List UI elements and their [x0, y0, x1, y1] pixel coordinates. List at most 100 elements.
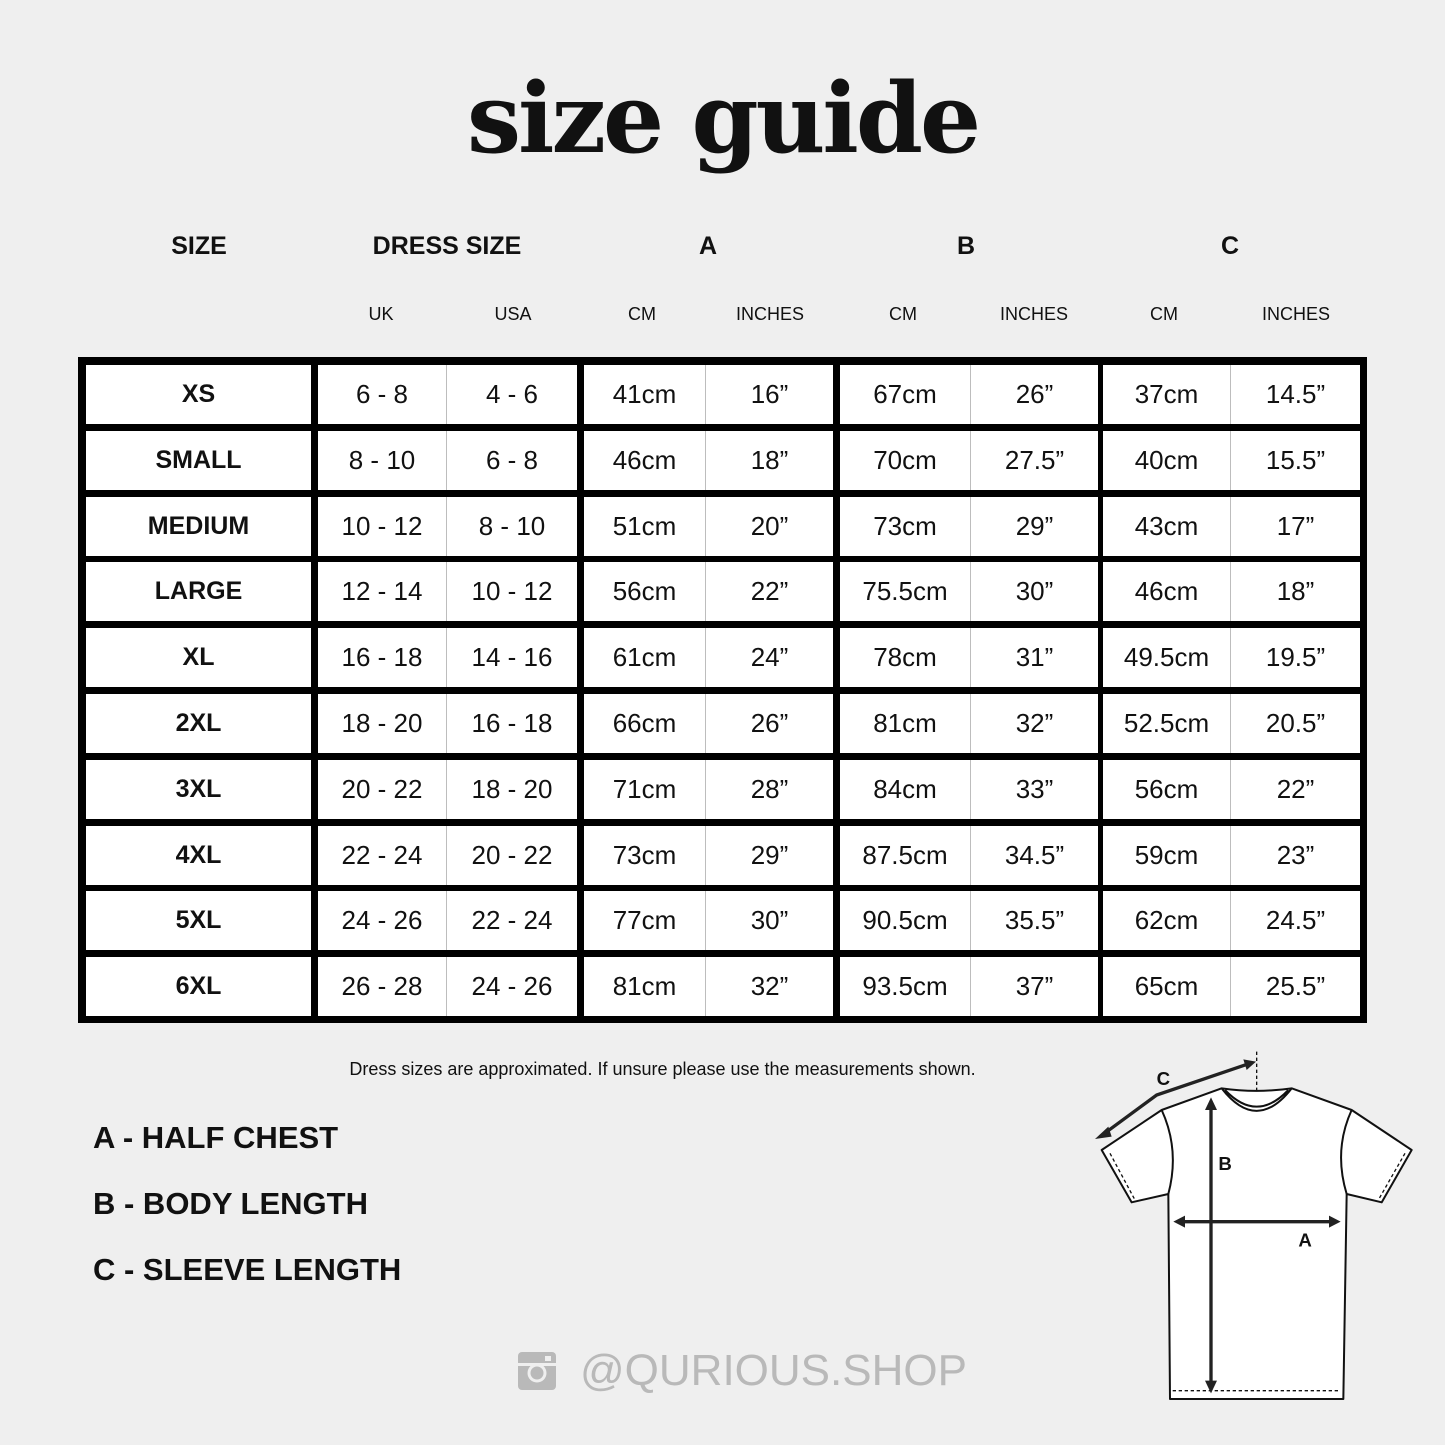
subheader-b-cm: CM	[889, 304, 917, 324]
cell-c-inches: 15.5”	[1230, 430, 1360, 490]
cell-a-inches: 20”	[705, 496, 833, 556]
cell-a-cm: 73cm	[584, 825, 705, 885]
cell-size: 5XL	[86, 891, 311, 951]
cell-uk: 12 - 14	[318, 562, 446, 622]
cell-usa: 4 - 6	[446, 365, 577, 424]
cell-b-cm: 90.5cm	[840, 891, 970, 951]
subheader-uk: UK	[368, 304, 394, 324]
cell-b-inches: 26”	[970, 365, 1098, 424]
subheader-c-inches: INCHES	[1261, 304, 1331, 324]
cell-size: 3XL	[86, 759, 311, 819]
cell-b-cm: 81cm	[840, 694, 970, 753]
header-a: A	[698, 232, 718, 260]
legend-c: C - SLEEVE LENGTH	[93, 1252, 402, 1287]
cell-size: XS	[86, 365, 311, 424]
cell-uk: 18 - 20	[318, 694, 446, 753]
diagram-label-c: C	[1157, 1068, 1170, 1089]
cell-b-cm: 84cm	[840, 759, 970, 819]
cell-a-inches: 24”	[705, 628, 833, 688]
cell-c-cm: 37cm	[1103, 365, 1230, 424]
cell-size: 2XL	[86, 694, 311, 753]
cell-usa: 8 - 10	[446, 496, 577, 556]
cell-a-cm: 66cm	[584, 694, 705, 753]
cell-b-cm: 70cm	[840, 430, 970, 490]
cell-c-inches: 25.5”	[1230, 957, 1360, 1017]
cell-c-cm: 46cm	[1103, 562, 1230, 622]
cell-b-inches: 37”	[970, 957, 1098, 1017]
cell-uk: 8 - 10	[318, 430, 446, 490]
cell-c-cm: 40cm	[1103, 430, 1230, 490]
cell-a-cm: 56cm	[584, 562, 705, 622]
cell-uk: 24 - 26	[318, 891, 446, 951]
header-dress-size: DRESS SIZE	[372, 232, 522, 260]
cell-size: LARGE	[86, 562, 311, 622]
cell-c-inches: 19.5”	[1230, 628, 1360, 688]
cell-a-inches: 16”	[705, 365, 833, 424]
cell-b-inches: 35.5”	[970, 891, 1098, 951]
cell-c-inches: 18”	[1230, 562, 1360, 622]
tshirt-diagram: C B A	[1095, 1051, 1413, 1400]
legend-a: A - HALF CHEST	[93, 1120, 339, 1155]
cell-a-inches: 29”	[705, 825, 833, 885]
cell-a-cm: 71cm	[584, 759, 705, 819]
diagram-label-b: B	[1218, 1153, 1231, 1174]
cell-c-inches: 20.5”	[1230, 694, 1360, 753]
cell-b-inches: 29”	[970, 496, 1098, 556]
cell-uk: 16 - 18	[318, 628, 446, 688]
cell-a-inches: 22”	[705, 562, 833, 622]
cell-a-inches: 26”	[705, 694, 833, 753]
cell-c-inches: 24.5”	[1230, 891, 1360, 951]
cell-b-cm: 93.5cm	[840, 957, 970, 1017]
cell-a-cm: 61cm	[584, 628, 705, 688]
cell-usa: 6 - 8	[446, 430, 577, 490]
subheader-c-cm: CM	[1150, 304, 1178, 324]
header-b: B	[956, 232, 976, 260]
header-size: SIZE	[171, 232, 227, 260]
cell-a-inches: 18”	[705, 430, 833, 490]
cell-usa: 14 - 16	[446, 628, 577, 688]
subheader-a-inches: INCHES	[735, 304, 805, 324]
cell-b-cm: 75.5cm	[840, 562, 970, 622]
cell-usa: 18 - 20	[446, 759, 577, 819]
cell-b-cm: 73cm	[840, 496, 970, 556]
cell-c-inches: 23”	[1230, 825, 1360, 885]
cell-c-cm: 62cm	[1103, 891, 1230, 951]
subheader-a-cm: CM	[628, 304, 656, 324]
cell-usa: 22 - 24	[446, 891, 577, 951]
cell-b-inches: 31”	[970, 628, 1098, 688]
social-handle-link[interactable]: @QURIOUS.SHOP	[518, 1346, 967, 1396]
cell-c-inches: 17”	[1230, 496, 1360, 556]
cell-b-inches: 30”	[970, 562, 1098, 622]
cell-a-cm: 41cm	[584, 365, 705, 424]
cell-c-inches: 22”	[1230, 759, 1360, 819]
cell-c-cm: 65cm	[1103, 957, 1230, 1017]
cell-b-cm: 78cm	[840, 628, 970, 688]
cell-a-cm: 51cm	[584, 496, 705, 556]
cell-uk: 22 - 24	[318, 825, 446, 885]
cell-usa: 24 - 26	[446, 957, 577, 1017]
cell-uk: 20 - 22	[318, 759, 446, 819]
arrow-c	[1099, 1061, 1251, 1139]
cell-usa: 20 - 22	[446, 825, 577, 885]
diagram-label-a: A	[1298, 1230, 1311, 1251]
cell-uk: 26 - 28	[318, 957, 446, 1017]
cell-a-cm: 46cm	[584, 430, 705, 490]
cell-size: MEDIUM	[86, 496, 311, 556]
cell-a-inches: 30”	[705, 891, 833, 951]
tshirt-outline	[1100, 1087, 1413, 1400]
cell-size: 4XL	[86, 825, 311, 885]
cell-a-cm: 81cm	[584, 957, 705, 1017]
collar	[1220, 1087, 1293, 1112]
cell-usa: 16 - 18	[446, 694, 577, 753]
cell-c-cm: 59cm	[1103, 825, 1230, 885]
cell-a-inches: 28”	[705, 759, 833, 819]
page-title: size guide	[466, 62, 981, 175]
cell-c-cm: 49.5cm	[1103, 628, 1230, 688]
cell-c-inches: 14.5”	[1230, 365, 1360, 424]
cell-b-cm: 67cm	[840, 365, 970, 424]
subheader-b-inches: INCHES	[999, 304, 1069, 324]
cell-b-inches: 27.5”	[970, 430, 1098, 490]
social-handle: @QURIOUS.SHOP	[580, 1346, 967, 1395]
subheader-usa: USA	[494, 304, 532, 324]
